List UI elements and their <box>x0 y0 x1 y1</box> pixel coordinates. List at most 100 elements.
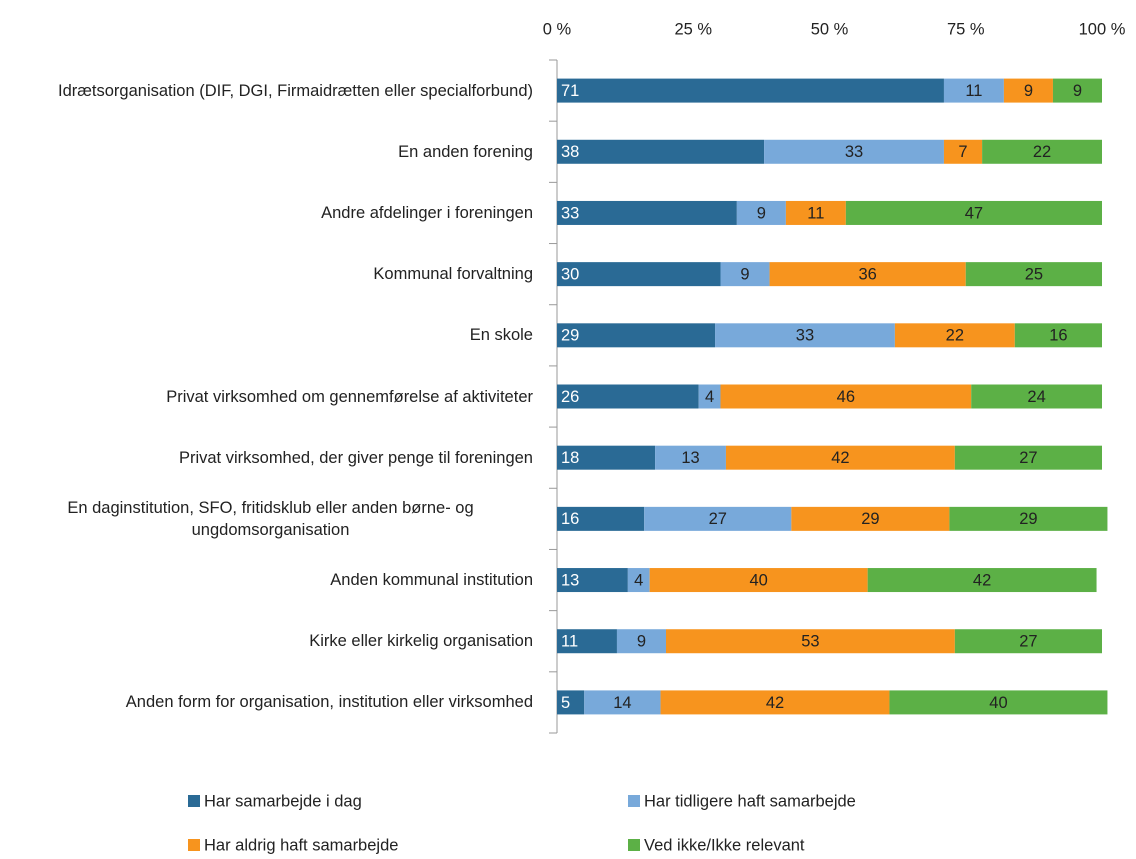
bar-segment <box>649 568 868 593</box>
value-label: 33 <box>561 204 579 222</box>
x-tick-label: 25 % <box>674 20 712 38</box>
bar-segment <box>1003 78 1053 103</box>
value-label: 42 <box>973 571 991 589</box>
bar-segment <box>785 200 846 225</box>
value-label: 16 <box>561 510 579 528</box>
value-label: 27 <box>1019 633 1037 651</box>
value-label: 13 <box>561 571 579 589</box>
bar-segment <box>557 139 765 164</box>
bar-segment <box>949 506 1108 531</box>
bar-segment <box>557 506 645 531</box>
y-tick-label: Anden form for organisation, institution… <box>125 693 533 712</box>
bar-segment <box>982 139 1102 164</box>
value-label: 53 <box>801 633 819 651</box>
value-label: 71 <box>561 82 579 100</box>
bar-segment <box>725 445 955 470</box>
value-label: 5 <box>561 694 570 712</box>
value-label: 40 <box>749 571 767 589</box>
value-label: 29 <box>1019 510 1037 528</box>
value-label: 7 <box>958 143 967 161</box>
bar-segment <box>557 629 617 654</box>
y-tick-label: En daginstitution, SFO, fritidsklub elle… <box>67 498 474 539</box>
y-tick-label: En skole <box>469 326 533 345</box>
x-tick-label: 50 % <box>811 20 849 38</box>
bar-segment <box>954 629 1102 654</box>
value-label: 24 <box>1027 388 1045 406</box>
y-tick-label: En anden forening <box>398 142 533 161</box>
legend-swatch <box>628 795 640 807</box>
value-label: 36 <box>858 265 876 283</box>
bar-segment <box>845 200 1102 225</box>
bar-segment <box>867 568 1097 593</box>
bar-segment <box>720 384 972 409</box>
value-label: 9 <box>1073 82 1082 100</box>
value-label: 9 <box>1024 82 1033 100</box>
bar-segment <box>889 690 1108 715</box>
legend-swatch <box>628 839 640 851</box>
bar-segment <box>627 568 650 593</box>
bar-segment <box>584 690 661 715</box>
y-tick-label: Privat virksomhed, der giver penge til f… <box>178 448 533 467</box>
bar-segment <box>764 139 944 164</box>
value-label: 9 <box>757 204 766 222</box>
y-tick-label: Kirke eller kirkelig organisation <box>309 632 533 651</box>
value-label: 27 <box>1019 449 1037 467</box>
value-label: 42 <box>766 694 784 712</box>
bar-segment <box>736 200 786 225</box>
bar-segment <box>557 200 737 225</box>
bar-segment <box>971 384 1102 409</box>
bar-segment <box>616 629 666 654</box>
bar-segment <box>557 262 721 287</box>
bar-segment <box>894 323 1015 348</box>
bar-segment <box>557 323 716 348</box>
value-label: 29 <box>861 510 879 528</box>
bar-segment <box>791 506 950 531</box>
bar-segment <box>1014 323 1102 348</box>
x-tick-label: 0 % <box>543 20 572 38</box>
bar-segment <box>954 445 1102 470</box>
bar-segment <box>655 445 726 470</box>
bar-segment <box>720 262 770 287</box>
bar-segment <box>557 690 585 715</box>
value-label: 18 <box>561 449 579 467</box>
bar-segment <box>660 690 890 715</box>
bar-segment <box>666 629 955 654</box>
value-label: 27 <box>709 510 727 528</box>
value-label: 22 <box>946 327 964 345</box>
value-label: 4 <box>634 571 643 589</box>
value-label: 16 <box>1049 327 1067 345</box>
y-tick-label: Privat virksomhed om gennemførelse af ak… <box>166 387 533 406</box>
bar-segment <box>769 262 966 287</box>
value-label: 11 <box>807 204 824 222</box>
legend-swatch <box>188 839 200 851</box>
bar-segment <box>943 78 1004 103</box>
value-label: 29 <box>561 327 579 345</box>
y-tick-label: Kommunal forvaltning <box>373 265 533 284</box>
bar-segment <box>715 323 895 348</box>
bar-segment <box>1052 78 1102 103</box>
value-label: 9 <box>740 265 749 283</box>
value-label: 22 <box>1033 143 1051 161</box>
bar-segment <box>943 139 983 164</box>
value-label: 46 <box>837 388 855 406</box>
bar-segment <box>557 78 944 103</box>
value-label: 25 <box>1025 265 1043 283</box>
bar-segment <box>965 262 1102 287</box>
bar-segment <box>644 506 792 531</box>
value-label: 13 <box>681 449 699 467</box>
y-tick-label: Anden kommunal institution <box>330 571 533 590</box>
value-label: 40 <box>989 694 1007 712</box>
legend-label: Har aldrig haft samarbejde <box>204 836 398 854</box>
value-label: 42 <box>831 449 849 467</box>
x-tick-label: 75 % <box>947 20 985 38</box>
y-tick-label: Andre afdelinger i foreningen <box>321 203 533 222</box>
value-label: 11 <box>965 82 982 100</box>
legend-swatch <box>188 795 200 807</box>
legend-label: Har tidligere haft samarbejde <box>644 792 856 810</box>
legend-label: Ved ikke/Ikke relevant <box>644 836 805 854</box>
value-label: 47 <box>965 204 983 222</box>
bar-segment <box>698 384 721 409</box>
value-label: 33 <box>796 327 814 345</box>
value-label: 38 <box>561 143 579 161</box>
